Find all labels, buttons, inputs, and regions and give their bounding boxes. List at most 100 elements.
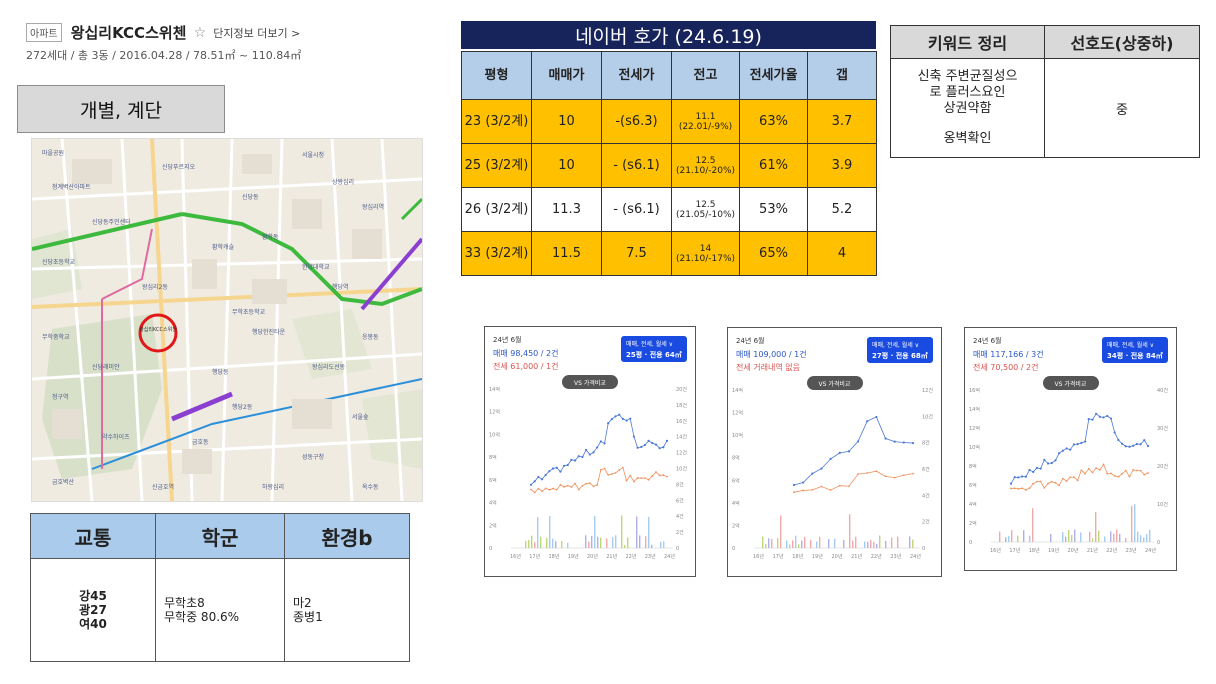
- chart-jeonse-summary: 전세 70,500 / 2건: [973, 363, 1039, 372]
- right-tick-label: 6건: [676, 497, 684, 504]
- jeonse-point: [1017, 488, 1020, 490]
- volume-bar: [663, 541, 665, 548]
- jeonse-point: [636, 477, 639, 479]
- jeonse-point: [1098, 468, 1101, 471]
- x-tick-label: 17년: [529, 553, 540, 560]
- volume-bar: [555, 541, 557, 548]
- sale-point: [1109, 417, 1113, 420]
- sale-point: [1032, 470, 1035, 474]
- pyeong-label: 34평 · 전용 84㎡: [1107, 352, 1163, 360]
- jeonse-point: [1021, 487, 1024, 490]
- transport-cell: 강45 광27 여40: [30, 558, 156, 662]
- volume-bar: [1110, 531, 1112, 542]
- jeonse-point: [633, 480, 635, 483]
- deal-type-filter-button[interactable]: 매매, 전세, 월세 ∨ 27평 · 전용 68㎡: [867, 337, 933, 363]
- volume-bar: [591, 535, 593, 548]
- sale-point: [1083, 440, 1087, 443]
- x-tick-label: 23년: [645, 553, 656, 560]
- left-tick-label: 16억: [969, 387, 980, 394]
- right-tick-label: 16건: [676, 418, 687, 425]
- volume-bar: [1074, 529, 1076, 542]
- svg-text:행당한진타운: 행당한진타운: [252, 328, 286, 336]
- volume-bar: [1113, 533, 1115, 542]
- x-tick-label: 24년: [664, 553, 675, 560]
- jeonse-point: [1143, 473, 1146, 476]
- sale-point: [1076, 443, 1079, 446]
- jeonse-point: [552, 487, 554, 490]
- right-tick-label: 6건: [922, 466, 930, 473]
- volume-bar: [1023, 530, 1025, 542]
- right-tick-label: 20건: [1157, 463, 1168, 470]
- sale-point: [1069, 448, 1072, 451]
- volume-bar: [885, 541, 887, 548]
- x-tick-label: 21년: [851, 553, 862, 560]
- left-tick-label: 2억: [969, 520, 977, 527]
- jeonse-point: [1132, 469, 1135, 471]
- vs-compare-button[interactable]: VS 가격비교: [562, 375, 618, 389]
- svg-text:왕십리2동: 왕십리2동: [142, 283, 168, 291]
- svg-text:왕십리도선동: 왕십리도선동: [312, 363, 346, 371]
- x-tick-label: 17년: [1009, 547, 1020, 554]
- svg-text:신당푸르지오: 신당푸르지오: [162, 163, 196, 171]
- left-tick-label: 4억: [489, 500, 497, 507]
- sale-point: [811, 472, 814, 475]
- volume-bar: [561, 541, 563, 548]
- location-map[interactable]: 마을공원 신당푸르지오 서울시청 청계벽산아파트 신당동 상왕십리 신당동주민센터 황학동…: [31, 138, 423, 502]
- sale-price-line: [793, 416, 914, 486]
- volume-bar: [789, 544, 791, 548]
- header-transport: 교통: [30, 513, 156, 559]
- table-row: 33 (3/2계) 11.5 7.5 14 (21.10/-17%) 65% 4: [461, 231, 877, 276]
- volume-bar: [1116, 529, 1118, 542]
- favorite-star-icon[interactable]: ☆: [193, 24, 207, 41]
- svg-text:금호동: 금호동: [192, 439, 209, 446]
- svg-text:행당동: 행당동: [212, 368, 229, 376]
- sale-point: [866, 420, 869, 423]
- volume-bar: [1149, 529, 1151, 542]
- right-tick-label: 0: [922, 546, 925, 552]
- volume-bar: [528, 539, 530, 548]
- volume-bar: [771, 538, 773, 548]
- jeonse-point: [1113, 474, 1116, 477]
- deal-type-filter-button[interactable]: 매매, 전세, 월세 ∨ 34평 · 전용 84㎡: [1102, 337, 1168, 363]
- chart-sale-summary: 매매 117,166 / 3건: [973, 350, 1044, 359]
- right-tick-label: 10건: [922, 413, 933, 420]
- sale-point: [1021, 475, 1024, 478]
- volume-bar: [606, 538, 608, 548]
- left-tick-label: 8억: [969, 463, 977, 470]
- volume-bar: [1071, 535, 1073, 542]
- volume-bar: [804, 536, 806, 548]
- volume-bar: [1131, 505, 1133, 542]
- complex-info-more-link[interactable]: 단지정보 더보기 >: [213, 26, 301, 40]
- jeonse-point: [592, 485, 595, 488]
- volume-bar: [534, 542, 536, 548]
- sale-point: [1106, 414, 1109, 418]
- jeonse-point: [811, 488, 814, 491]
- jeonse-point: [1073, 476, 1075, 479]
- volume-bar: [1089, 531, 1091, 542]
- vs-compare-button[interactable]: VS 가격비교: [1042, 376, 1099, 390]
- jeonse-point: [1106, 472, 1109, 475]
- sale-point: [1098, 415, 1101, 418]
- left-tick-label: 2억: [489, 522, 497, 529]
- volume-bar: [873, 541, 875, 548]
- jeonse-point: [559, 483, 562, 486]
- jeonse-point: [588, 482, 591, 484]
- sale-point: [555, 466, 558, 469]
- svg-text:서울숲: 서울숲: [352, 413, 369, 421]
- deal-type-filter-button[interactable]: 매매, 전세, 월세 ∨ 25평 · 전용 64㎡: [621, 336, 687, 362]
- sale-point: [603, 442, 606, 445]
- x-tick-label: 16년: [990, 547, 1001, 554]
- volume-bar: [621, 515, 623, 548]
- chart-sale-summary: 매매 109,000 / 1건: [736, 350, 807, 359]
- volume-bar: [801, 540, 803, 548]
- volume-bar: [1029, 535, 1031, 542]
- volume-bar: [1146, 533, 1148, 542]
- volume-bar: [636, 516, 638, 548]
- jeonse-point: [581, 484, 584, 487]
- volume-bar: [786, 540, 788, 548]
- left-tick-label: 12억: [732, 410, 743, 417]
- jeonse-point: [1102, 463, 1105, 466]
- right-tick-label: 12건: [676, 450, 687, 457]
- vs-compare-button[interactable]: VS 가격비교: [806, 376, 863, 390]
- sale-point: [643, 443, 647, 447]
